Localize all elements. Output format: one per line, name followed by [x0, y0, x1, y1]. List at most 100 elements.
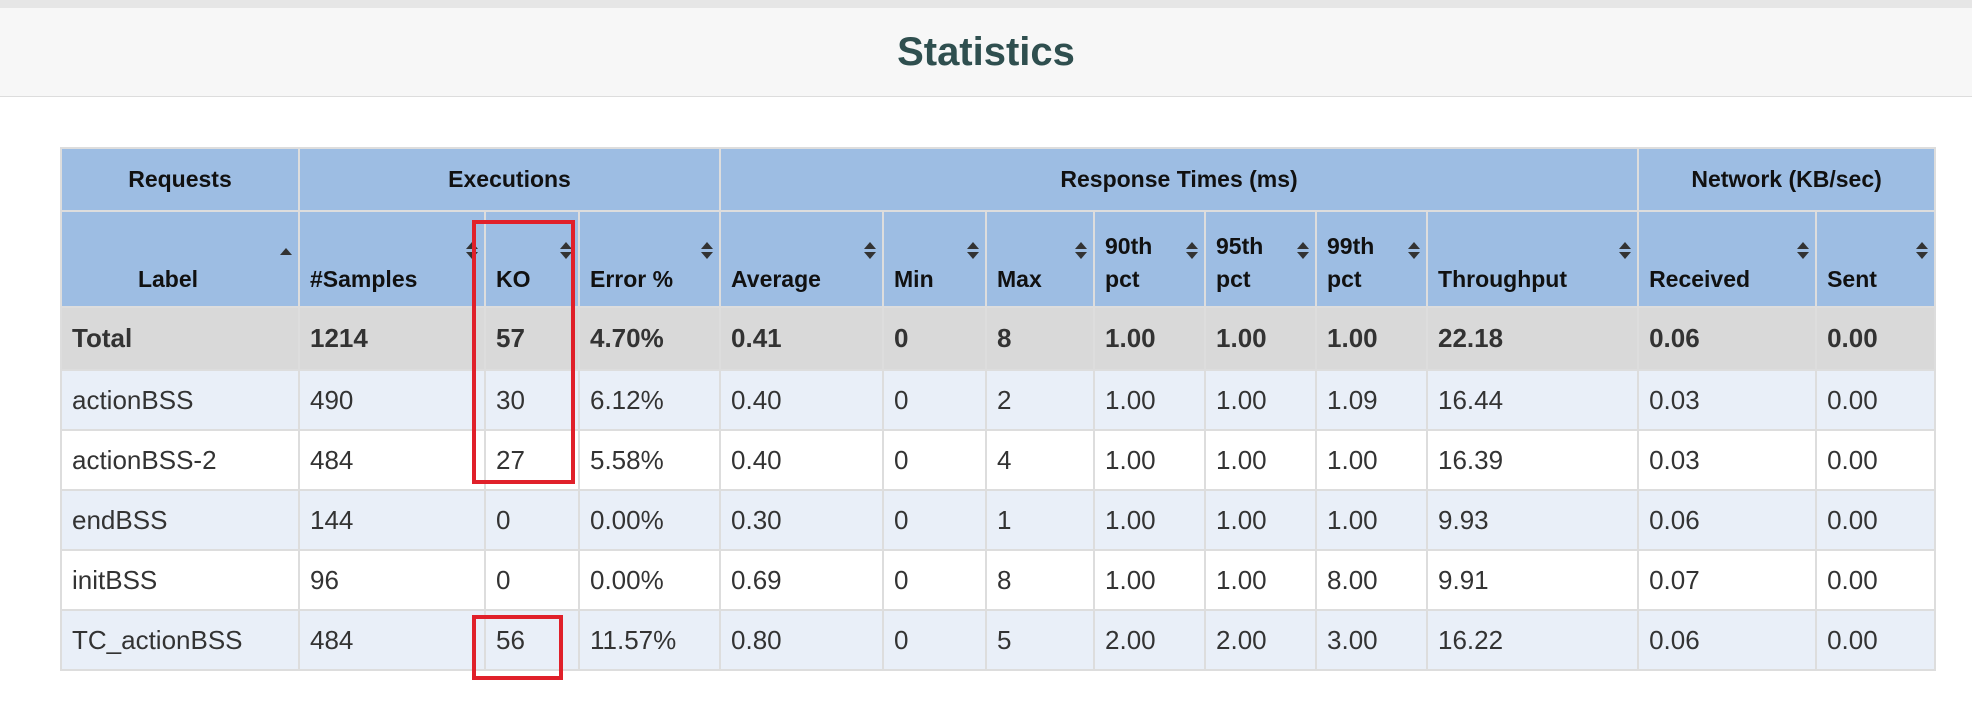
cell-min: 0 [882, 429, 988, 491]
cell-samples: 96 [298, 549, 486, 611]
cell-ko: 57 [484, 306, 580, 371]
column-header-90th-pct[interactable]: 90th pct [1093, 210, 1207, 308]
cell-samples: 484 [298, 429, 486, 491]
sort-both-icon[interactable] [967, 242, 980, 260]
cell-ko: 30 [484, 369, 580, 431]
cell-average: 0.40 [719, 369, 885, 431]
column-header-text: 99th [1327, 233, 1375, 259]
group-header-row: Requests Executions Response Times (ms) … [60, 147, 1937, 212]
cell-samples: 1214 [298, 306, 486, 371]
cell-error-pct: 0.00% [577, 489, 722, 551]
cell-label: endBSS [60, 489, 300, 551]
page-title: Statistics [897, 29, 1075, 74]
cell-received: 0.06 [1637, 489, 1818, 551]
column-header-text: 95th [1216, 233, 1264, 259]
page-header: Statistics [0, 8, 1972, 97]
cell-error-pct: 5.58% [577, 429, 722, 491]
cell-throughput: 16.22 [1426, 609, 1640, 671]
column-header-text: Min [894, 266, 934, 292]
table-row: TC_actionBSS 484 56 11.57% 0.80 0 5 2.00 2.00 3.0… [60, 609, 1937, 671]
sort-both-icon[interactable] [560, 242, 572, 260]
sort-both-icon[interactable] [1408, 242, 1421, 260]
cell-average: 0.80 [719, 609, 885, 671]
cell-max: 4 [985, 429, 1096, 491]
cell-average: 0.30 [719, 489, 885, 551]
cell-received: 0.03 [1637, 369, 1818, 431]
top-strip [0, 0, 1972, 8]
column-header-text: Max [997, 266, 1042, 292]
cell-90th-pct: 1.00 [1093, 306, 1207, 371]
cell-received: 0.03 [1637, 429, 1818, 491]
cell-received: 0.06 [1637, 306, 1818, 371]
cell-sent: 0.00 [1815, 489, 1937, 551]
sort-both-icon[interactable] [1075, 242, 1088, 260]
group-executions: Executions [297, 147, 722, 212]
cell-sent: 0.00 [1815, 609, 1937, 671]
statistics-table: Requests Executions Response Times (ms) … [60, 147, 1937, 671]
cell-average: 0.40 [719, 429, 885, 491]
cell-samples: 484 [298, 609, 486, 671]
table-row: endBSS 144 0 0.00% 0.30 0 1 1.00 1.00 1.00 9.93 0.0… [60, 489, 1937, 551]
cell-min: 0 [882, 489, 988, 551]
cell-throughput: 16.39 [1426, 429, 1640, 491]
cell-label: actionBSS-2 [60, 429, 300, 491]
cell-received: 0.07 [1637, 549, 1818, 611]
cell-99th-pct: 1.00 [1315, 306, 1429, 371]
column-header-max[interactable]: Max [985, 210, 1096, 308]
cell-average: 0.41 [719, 306, 885, 371]
column-header-text: Label [137, 266, 199, 292]
cell-samples: 144 [298, 489, 486, 551]
table-row: initBSS 96 0 0.00% 0.69 0 8 1.00 1.00 8.00 9.91 0.0… [60, 549, 1937, 611]
column-header-text: Throughput [1438, 266, 1568, 292]
cell-max: 8 [985, 306, 1096, 371]
sort-both-icon[interactable] [1619, 242, 1632, 260]
column-header-text: Average [731, 266, 821, 292]
sort-both-icon[interactable] [1797, 242, 1810, 260]
column-header-text: Received [1649, 266, 1751, 292]
cell-90th-pct: 2.00 [1093, 609, 1207, 671]
cell-received: 0.06 [1637, 609, 1818, 671]
column-header-sent[interactable]: Sent [1815, 210, 1937, 308]
column-header-throughput[interactable]: Throughput [1426, 210, 1640, 308]
cell-max: 2 [985, 369, 1096, 431]
cell-ko: 0 [484, 489, 580, 551]
cell-min: 0 [882, 369, 988, 431]
cell-99th-pct: 3.00 [1315, 609, 1429, 671]
column-header-ko[interactable]: KO [484, 210, 580, 308]
column-header-99th-pct[interactable]: 99th pct [1315, 210, 1429, 308]
sort-both-icon[interactable] [466, 242, 478, 260]
column-header-samples[interactable]: #Samples [298, 210, 486, 308]
sort-both-icon[interactable] [1186, 242, 1199, 260]
cell-sent: 0.00 [1815, 429, 1937, 491]
column-header-min[interactable]: Min [882, 210, 988, 308]
sort-both-icon[interactable] [1916, 242, 1929, 260]
column-header-row: Label #Samples KO Error % Average Min Max 90th p… [60, 210, 1937, 308]
cell-error-pct: 11.57% [577, 609, 722, 671]
cell-throughput: 9.93 [1426, 489, 1640, 551]
cell-min: 0 [882, 549, 988, 611]
column-header-average[interactable]: Average [719, 210, 885, 308]
column-header-text: Sent [1827, 266, 1877, 292]
sort-both-icon[interactable] [864, 242, 877, 260]
cell-ko: 56 [484, 609, 580, 671]
column-header-text: pct [1327, 266, 1362, 292]
column-header-received[interactable]: Received [1637, 210, 1818, 308]
statistics-table-wrapper: Requests Executions Response Times (ms) … [60, 147, 1937, 680]
cell-label: initBSS [60, 549, 300, 611]
cell-99th-pct: 8.00 [1315, 549, 1429, 611]
column-header-95th-pct[interactable]: 95th pct [1204, 210, 1318, 308]
cell-error-pct: 4.70% [577, 306, 722, 371]
cell-max: 5 [985, 609, 1096, 671]
sort-both-icon[interactable] [701, 242, 714, 260]
cell-throughput: 9.91 [1426, 549, 1640, 611]
cell-average: 0.69 [719, 549, 885, 611]
total-row: Total 1214 57 4.70% 0.41 0 8 1.00 1.00 1.00 22.18 0… [60, 306, 1937, 371]
column-header-label[interactable]: Label [60, 210, 300, 308]
column-header-text: pct [1105, 266, 1140, 292]
cell-max: 8 [985, 549, 1096, 611]
sort-both-icon[interactable] [1297, 242, 1310, 260]
cell-90th-pct: 1.00 [1093, 549, 1207, 611]
column-header-error-pct[interactable]: Error % [577, 210, 722, 308]
column-header-text: pct [1216, 266, 1251, 292]
sort-ascending-icon[interactable] [280, 242, 292, 260]
